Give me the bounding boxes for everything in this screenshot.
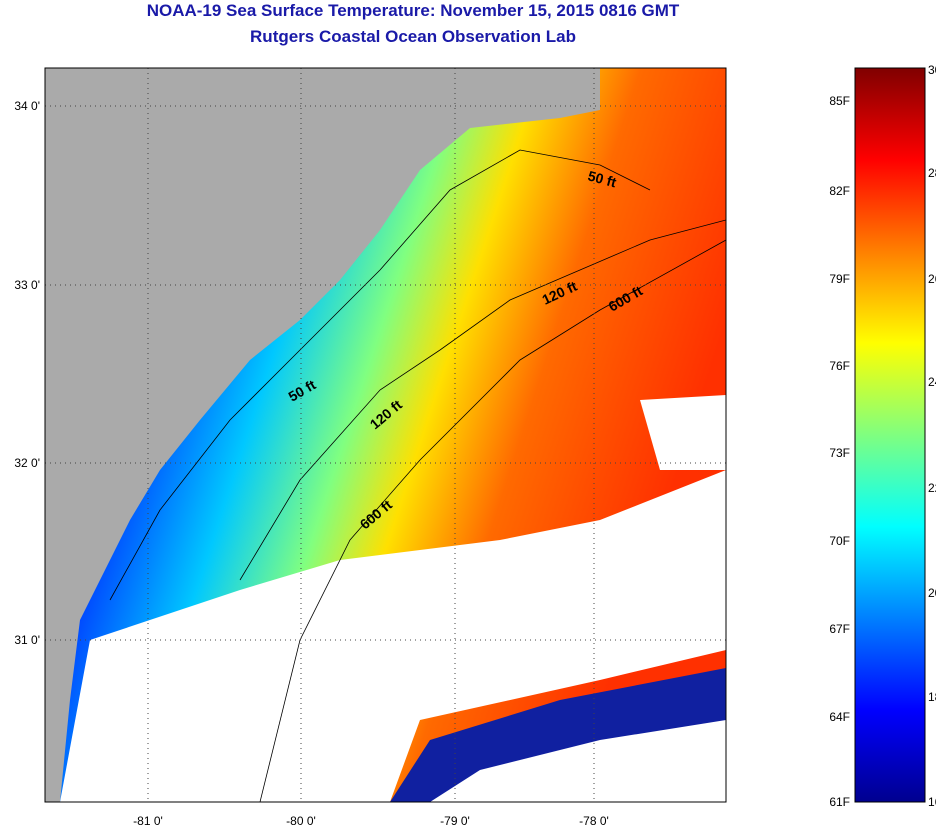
contour-50ft xyxy=(109,149,651,601)
colorbar-f-label: 67F xyxy=(829,622,850,636)
graticule xyxy=(45,68,726,802)
lon-label: -79 0' xyxy=(440,814,470,828)
colorbar-f-label: 85F xyxy=(829,94,850,108)
cloud-region xyxy=(640,395,726,470)
colorbar-f-label: 61F xyxy=(829,795,850,809)
map-subtitle: Rutgers Coastal Ocean Observation Lab xyxy=(250,27,576,46)
lat-label: 31 0' xyxy=(14,633,40,647)
lat-label: 32 0' xyxy=(14,456,40,470)
lon-label: -78 0' xyxy=(579,814,609,828)
colorbar-c-label: 24C xyxy=(928,375,936,389)
lat-label: 33 0' xyxy=(14,278,40,292)
lat-label: 34 0' xyxy=(14,99,40,113)
cloud-region xyxy=(430,720,726,802)
colorbar-f-label: 79F xyxy=(829,272,850,286)
cloud-region xyxy=(60,470,726,802)
map-frame xyxy=(44,67,727,803)
colorbar-f-label: 76F xyxy=(829,359,850,373)
colorbar-c-label: 26C xyxy=(928,272,936,286)
colorbar-f-label: 64F xyxy=(829,710,850,724)
map-title: NOAA-19 Sea Surface Temperature: Novembe… xyxy=(146,1,680,20)
land xyxy=(45,68,600,802)
colorbar-c-label: 30C xyxy=(928,63,936,77)
colorbar-f-label: 70F xyxy=(829,534,850,548)
colorbar-c-label: 22C xyxy=(928,481,936,495)
colorbar-c-label: 20C xyxy=(928,586,936,600)
lon-label: -81 0' xyxy=(133,814,163,828)
contour-120ft xyxy=(239,219,726,581)
colorbar-c-label: 16C xyxy=(928,795,936,809)
colorbar-c-label: 28C xyxy=(928,166,936,180)
lon-label: -80 0' xyxy=(286,814,316,828)
colorbar-f-label: 82F xyxy=(829,184,850,198)
colorbar-c-label: 18C xyxy=(928,690,936,704)
colorbar xyxy=(854,67,926,803)
colorbar-f-label: 73F xyxy=(829,446,850,460)
contour-label: 50 ft xyxy=(586,167,618,190)
